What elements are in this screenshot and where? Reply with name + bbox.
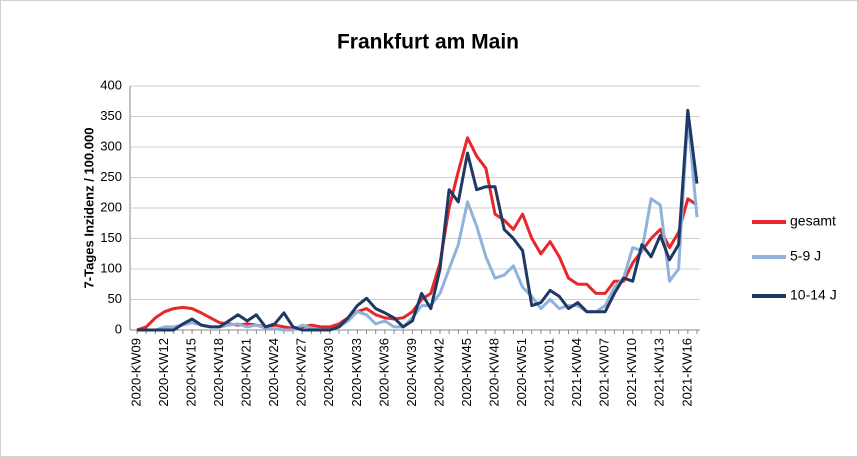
y-tick-label: 200 [100,199,122,214]
y-axis-label: 7-Tages Inzidenz / 100.000 [81,128,96,289]
y-tick-label: 50 [108,291,122,306]
x-tick-label: 2020-KW15 [184,338,199,407]
x-tick-label: 2020-KW30 [321,338,336,407]
x-tick-label: 2020-KW36 [376,338,391,407]
x-tick-label: 2020-KW48 [486,338,501,407]
x-tick-label: 2020-KW45 [459,338,474,407]
y-tick-label: 300 [100,138,122,153]
x-tick-label: 2020-KW39 [404,338,419,407]
chart-title: Frankfurt am Main [337,31,519,54]
legend-label: 5-9 J [790,248,821,264]
legend-label: 10-14 J [790,287,837,303]
x-tick-label: 2021-KW04 [569,338,584,407]
x-tick-label: 2021-KW07 [597,338,612,407]
y-tick-label: 350 [100,108,122,123]
y-tick-label: 250 [100,169,122,184]
x-tick-label: 2021-KW01 [542,338,557,407]
y-tick-label: 0 [115,321,122,336]
legend-label: gesamt [790,213,836,229]
x-tick-label: 2020-KW42 [431,338,446,407]
x-tick-label: 2020-KW24 [266,338,281,407]
x-tick-label: 2020-KW33 [349,338,364,407]
x-tick-label: 2020-KW27 [294,338,309,407]
x-tick-label: 2020-KW51 [514,338,529,407]
y-tick-label: 150 [100,230,122,245]
x-tick-label: 2020-KW21 [239,338,254,407]
x-tick-label: 2021-KW10 [624,338,639,407]
x-tick-label: 2020-KW09 [128,338,143,407]
y-tick-label: 400 [100,77,122,92]
x-tick-label: 2021-KW13 [652,338,667,407]
series-line [137,108,699,332]
x-tick-label: 2021-KW16 [679,338,694,407]
x-tick-label: 2020-KW12 [156,338,171,407]
x-tick-label: 2020-KW18 [211,338,226,407]
y-tick-label: 100 [100,260,122,275]
